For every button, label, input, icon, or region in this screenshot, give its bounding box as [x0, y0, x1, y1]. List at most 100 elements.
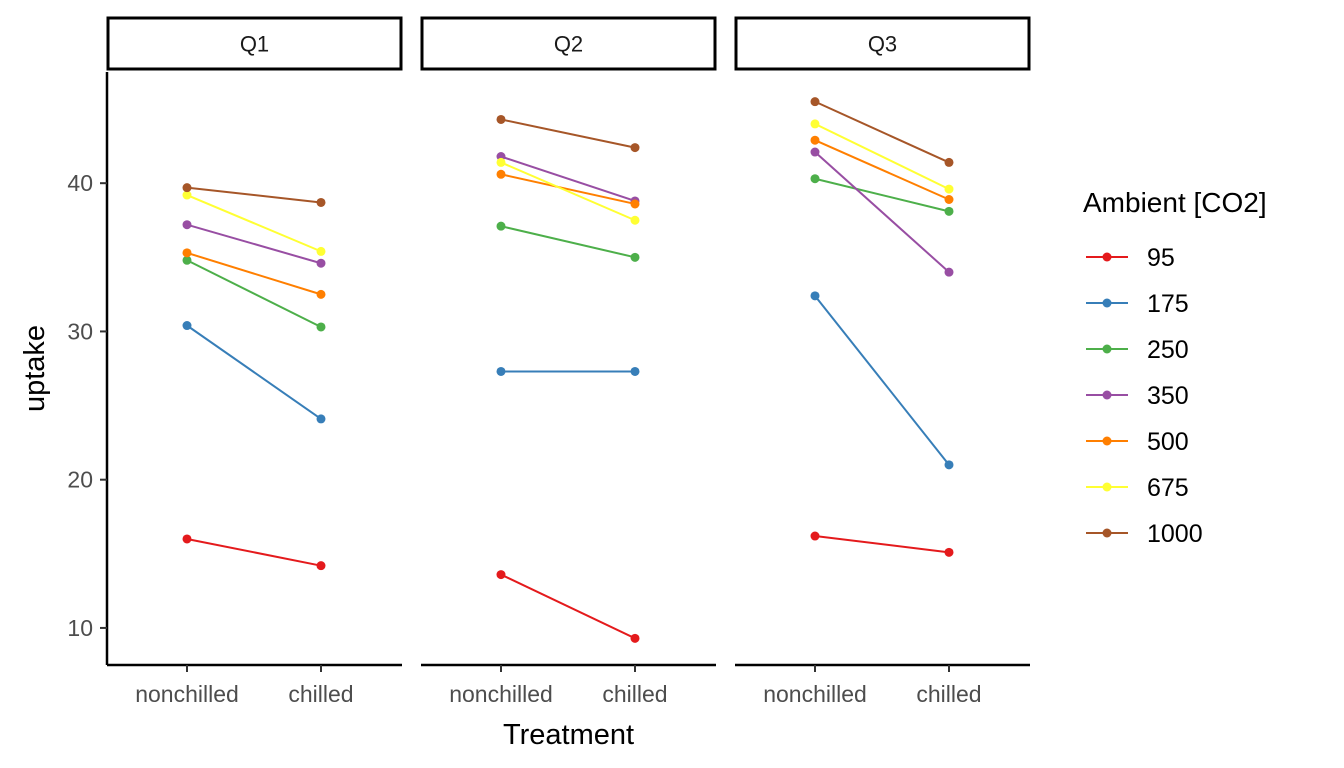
- data-point-250: [316, 322, 326, 332]
- series-line-175: [186, 324, 322, 420]
- legend-key-point: [1102, 390, 1112, 400]
- facet-strip: [734, 16, 1031, 71]
- legend-label: 175: [1147, 290, 1189, 318]
- facet-strip-label: Q1: [240, 32, 269, 57]
- legend-label: 350: [1147, 382, 1189, 410]
- data-point-1000: [630, 143, 640, 153]
- data-point-675: [182, 190, 192, 200]
- legend-label: 500: [1147, 428, 1189, 456]
- facet-strip: [106, 16, 403, 71]
- y-tick-label: 30: [67, 318, 93, 344]
- legend-label: 1000: [1147, 520, 1203, 548]
- data-point-250: [630, 252, 640, 262]
- x-tick-label: nonchilled: [449, 681, 553, 707]
- data-point-1000: [182, 183, 192, 193]
- series-line-95: [500, 573, 636, 640]
- data-point-500: [182, 248, 192, 258]
- data-point-675: [496, 157, 506, 167]
- facet-strip-label: Q2: [554, 32, 583, 57]
- x-tick-label: nonchilled: [763, 681, 867, 707]
- y-tick-label: 20: [67, 467, 93, 493]
- legend-label: 250: [1147, 336, 1189, 364]
- data-point-1000: [810, 97, 820, 107]
- series-line-675: [186, 194, 322, 253]
- legend-item-500: 500: [1086, 428, 1189, 456]
- legend-key-point: [1102, 482, 1112, 492]
- series-line-500: [186, 251, 322, 296]
- legend-key-point: [1102, 344, 1112, 354]
- series-line-175: [814, 295, 950, 466]
- x-axis-title: Treatment: [503, 719, 634, 751]
- series-line-250: [500, 225, 636, 259]
- data-point-350: [944, 267, 954, 277]
- data-point-175: [496, 366, 506, 376]
- data-point-95: [810, 531, 820, 541]
- data-point-175: [944, 460, 954, 470]
- data-point-1000: [944, 157, 954, 167]
- data-point-175: [182, 321, 192, 331]
- legend-item-95: 95: [1086, 244, 1175, 272]
- data-point-95: [496, 570, 506, 580]
- y-tick-label: 10: [67, 615, 93, 641]
- legend-key-point: [1102, 252, 1112, 262]
- series-line-1000: [814, 100, 950, 164]
- x-tick-label: chilled: [288, 681, 353, 707]
- data-point-175: [316, 414, 326, 424]
- data-point-250: [944, 206, 954, 216]
- data-point-675: [810, 119, 820, 129]
- series-line-1000: [186, 186, 322, 204]
- y-axis-title: uptake: [19, 325, 51, 412]
- x-tick-label: chilled: [916, 681, 981, 707]
- legend-item-250: 250: [1086, 336, 1189, 364]
- series-line-95: [186, 538, 322, 567]
- legend-label: 675: [1147, 474, 1189, 502]
- data-point-1000: [316, 197, 326, 207]
- data-point-500: [944, 194, 954, 204]
- data-point-95: [630, 633, 640, 643]
- facet-panel-q3: Q3: [734, 16, 1031, 557]
- legend-label: 95: [1147, 244, 1175, 272]
- data-point-250: [810, 174, 820, 184]
- legend-key-point: [1102, 436, 1112, 446]
- data-point-350: [182, 220, 192, 230]
- data-point-175: [810, 291, 820, 301]
- data-point-350: [316, 258, 326, 268]
- legend-key-point: [1102, 528, 1112, 538]
- data-point-675: [630, 215, 640, 225]
- data-point-500: [810, 135, 820, 145]
- legend-title: Ambient [CO2]: [1083, 187, 1267, 218]
- data-point-250: [496, 221, 506, 231]
- facet-panels: Q1 Q2 Q3: [106, 16, 1031, 643]
- series-line-350: [186, 223, 322, 265]
- legend-item-350: 350: [1086, 382, 1189, 410]
- data-point-500: [316, 289, 326, 299]
- series-line-250: [814, 177, 950, 213]
- data-point-675: [316, 246, 326, 256]
- facet-strip: [420, 16, 717, 71]
- data-point-95: [182, 534, 192, 544]
- series-line-350: [814, 151, 950, 273]
- legend-key-point: [1102, 298, 1112, 308]
- series-line-250: [186, 259, 322, 328]
- series-line-1000: [500, 118, 636, 149]
- legend: Ambient [CO2] 95 175 250 350 500 675 1000: [1083, 187, 1267, 548]
- series-line-675: [814, 122, 950, 191]
- y-axis: 10 20 30 40: [67, 72, 109, 665]
- legend-item-1000: 1000: [1086, 520, 1203, 548]
- data-point-250: [182, 255, 192, 265]
- facet-panel-q1: Q1: [106, 16, 403, 571]
- series-line-500: [500, 173, 636, 205]
- series-line-500: [814, 139, 950, 201]
- x-tick-label: chilled: [602, 681, 667, 707]
- data-point-500: [630, 199, 640, 209]
- data-point-95: [944, 547, 954, 557]
- data-point-500: [496, 169, 506, 179]
- series-line-95: [814, 535, 950, 554]
- data-point-675: [944, 184, 954, 194]
- facet-strip-label: Q3: [868, 32, 897, 57]
- data-point-175: [630, 366, 640, 376]
- x-axis: nonchilled chilled nonchilled chilled nonchi…: [107, 663, 1030, 707]
- series-line-350: [500, 155, 636, 202]
- series-line-675: [500, 161, 636, 222]
